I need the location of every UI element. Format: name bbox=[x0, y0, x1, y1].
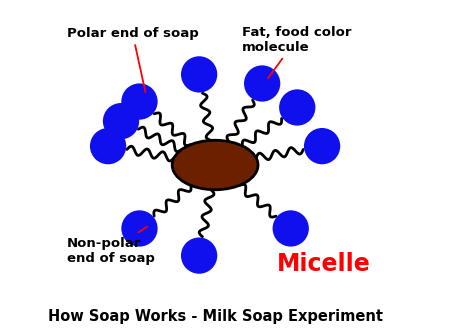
Circle shape bbox=[279, 89, 315, 126]
Text: Micelle: Micelle bbox=[277, 252, 371, 276]
Circle shape bbox=[244, 65, 280, 102]
Ellipse shape bbox=[172, 140, 258, 190]
Circle shape bbox=[90, 128, 126, 164]
Circle shape bbox=[122, 210, 158, 247]
Text: How Soap Works - Milk Soap Experiment: How Soap Works - Milk Soap Experiment bbox=[48, 309, 382, 324]
Circle shape bbox=[103, 103, 139, 139]
Circle shape bbox=[122, 83, 158, 120]
Circle shape bbox=[304, 128, 340, 164]
Circle shape bbox=[273, 210, 309, 247]
Text: Non-polar
end of soap: Non-polar end of soap bbox=[67, 227, 154, 265]
Circle shape bbox=[181, 56, 217, 92]
Text: Fat, food color
molecule: Fat, food color molecule bbox=[242, 26, 351, 78]
Text: Polar end of soap: Polar end of soap bbox=[67, 26, 198, 92]
Circle shape bbox=[181, 238, 217, 274]
